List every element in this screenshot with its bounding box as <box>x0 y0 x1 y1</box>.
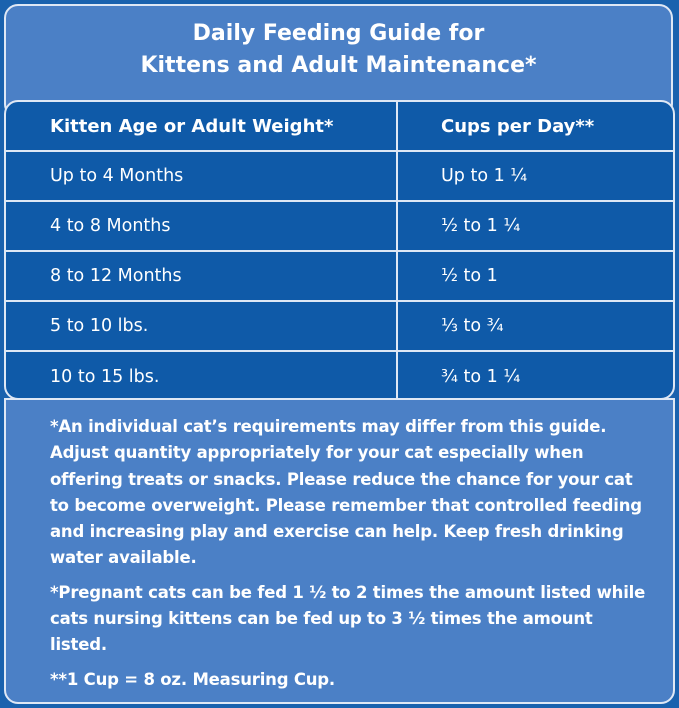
table-row: 4 to 8 Months ½ to 1 ¼ <box>6 202 673 252</box>
cell-cups: ½ to 1 <box>441 266 498 286</box>
title-line-1: Daily Feeding Guide for <box>192 21 485 46</box>
cell-cups: ½ to 1 ¼ <box>441 216 521 236</box>
cell-age-weight: 4 to 8 Months <box>6 202 398 250</box>
header-age-weight: Kitten Age or Adult Weight* <box>6 102 398 150</box>
cell-cups: ⅓ to ¾ <box>441 316 504 336</box>
feeding-table: Kitten Age or Adult Weight* Cups per Day… <box>4 100 675 400</box>
header-cups: Cups per Day** <box>441 115 595 137</box>
cell-cups: Up to 1 ¼ <box>441 166 528 186</box>
footnote-pregnant-nursing: *Pregnant cats can be fed 1 ½ to 2 times… <box>50 582 646 655</box>
title-banner: Daily Feeding Guide for Kittens and Adul… <box>4 4 673 118</box>
table-row: Up to 4 Months Up to 1 ¼ <box>6 152 673 202</box>
footnotes: *An individual cat’s requirements may di… <box>4 398 675 704</box>
table-row: 5 to 10 lbs. ⅓ to ¾ <box>6 302 673 352</box>
footnote-cup-measure: **1 Cup = 8 oz. Measuring Cup. <box>50 669 335 689</box>
cell-age-weight: 10 to 15 lbs. <box>6 352 398 398</box>
cell-age-weight: 5 to 10 lbs. <box>6 302 398 350</box>
table-row: 10 to 15 lbs. ¾ to 1 ¼ <box>6 352 673 398</box>
cell-cups: ¾ to 1 ¼ <box>441 367 521 387</box>
table-row: 8 to 12 Months ½ to 1 <box>6 252 673 302</box>
title-line-2: Kittens and Adult Maintenance* <box>140 53 537 78</box>
cell-age-weight: 8 to 12 Months <box>6 252 398 300</box>
footnote-individual-requirements: *An individual cat’s requirements may di… <box>50 417 642 568</box>
cell-age-weight: Up to 4 Months <box>6 152 398 200</box>
table-header-row: Kitten Age or Adult Weight* Cups per Day… <box>6 102 673 152</box>
